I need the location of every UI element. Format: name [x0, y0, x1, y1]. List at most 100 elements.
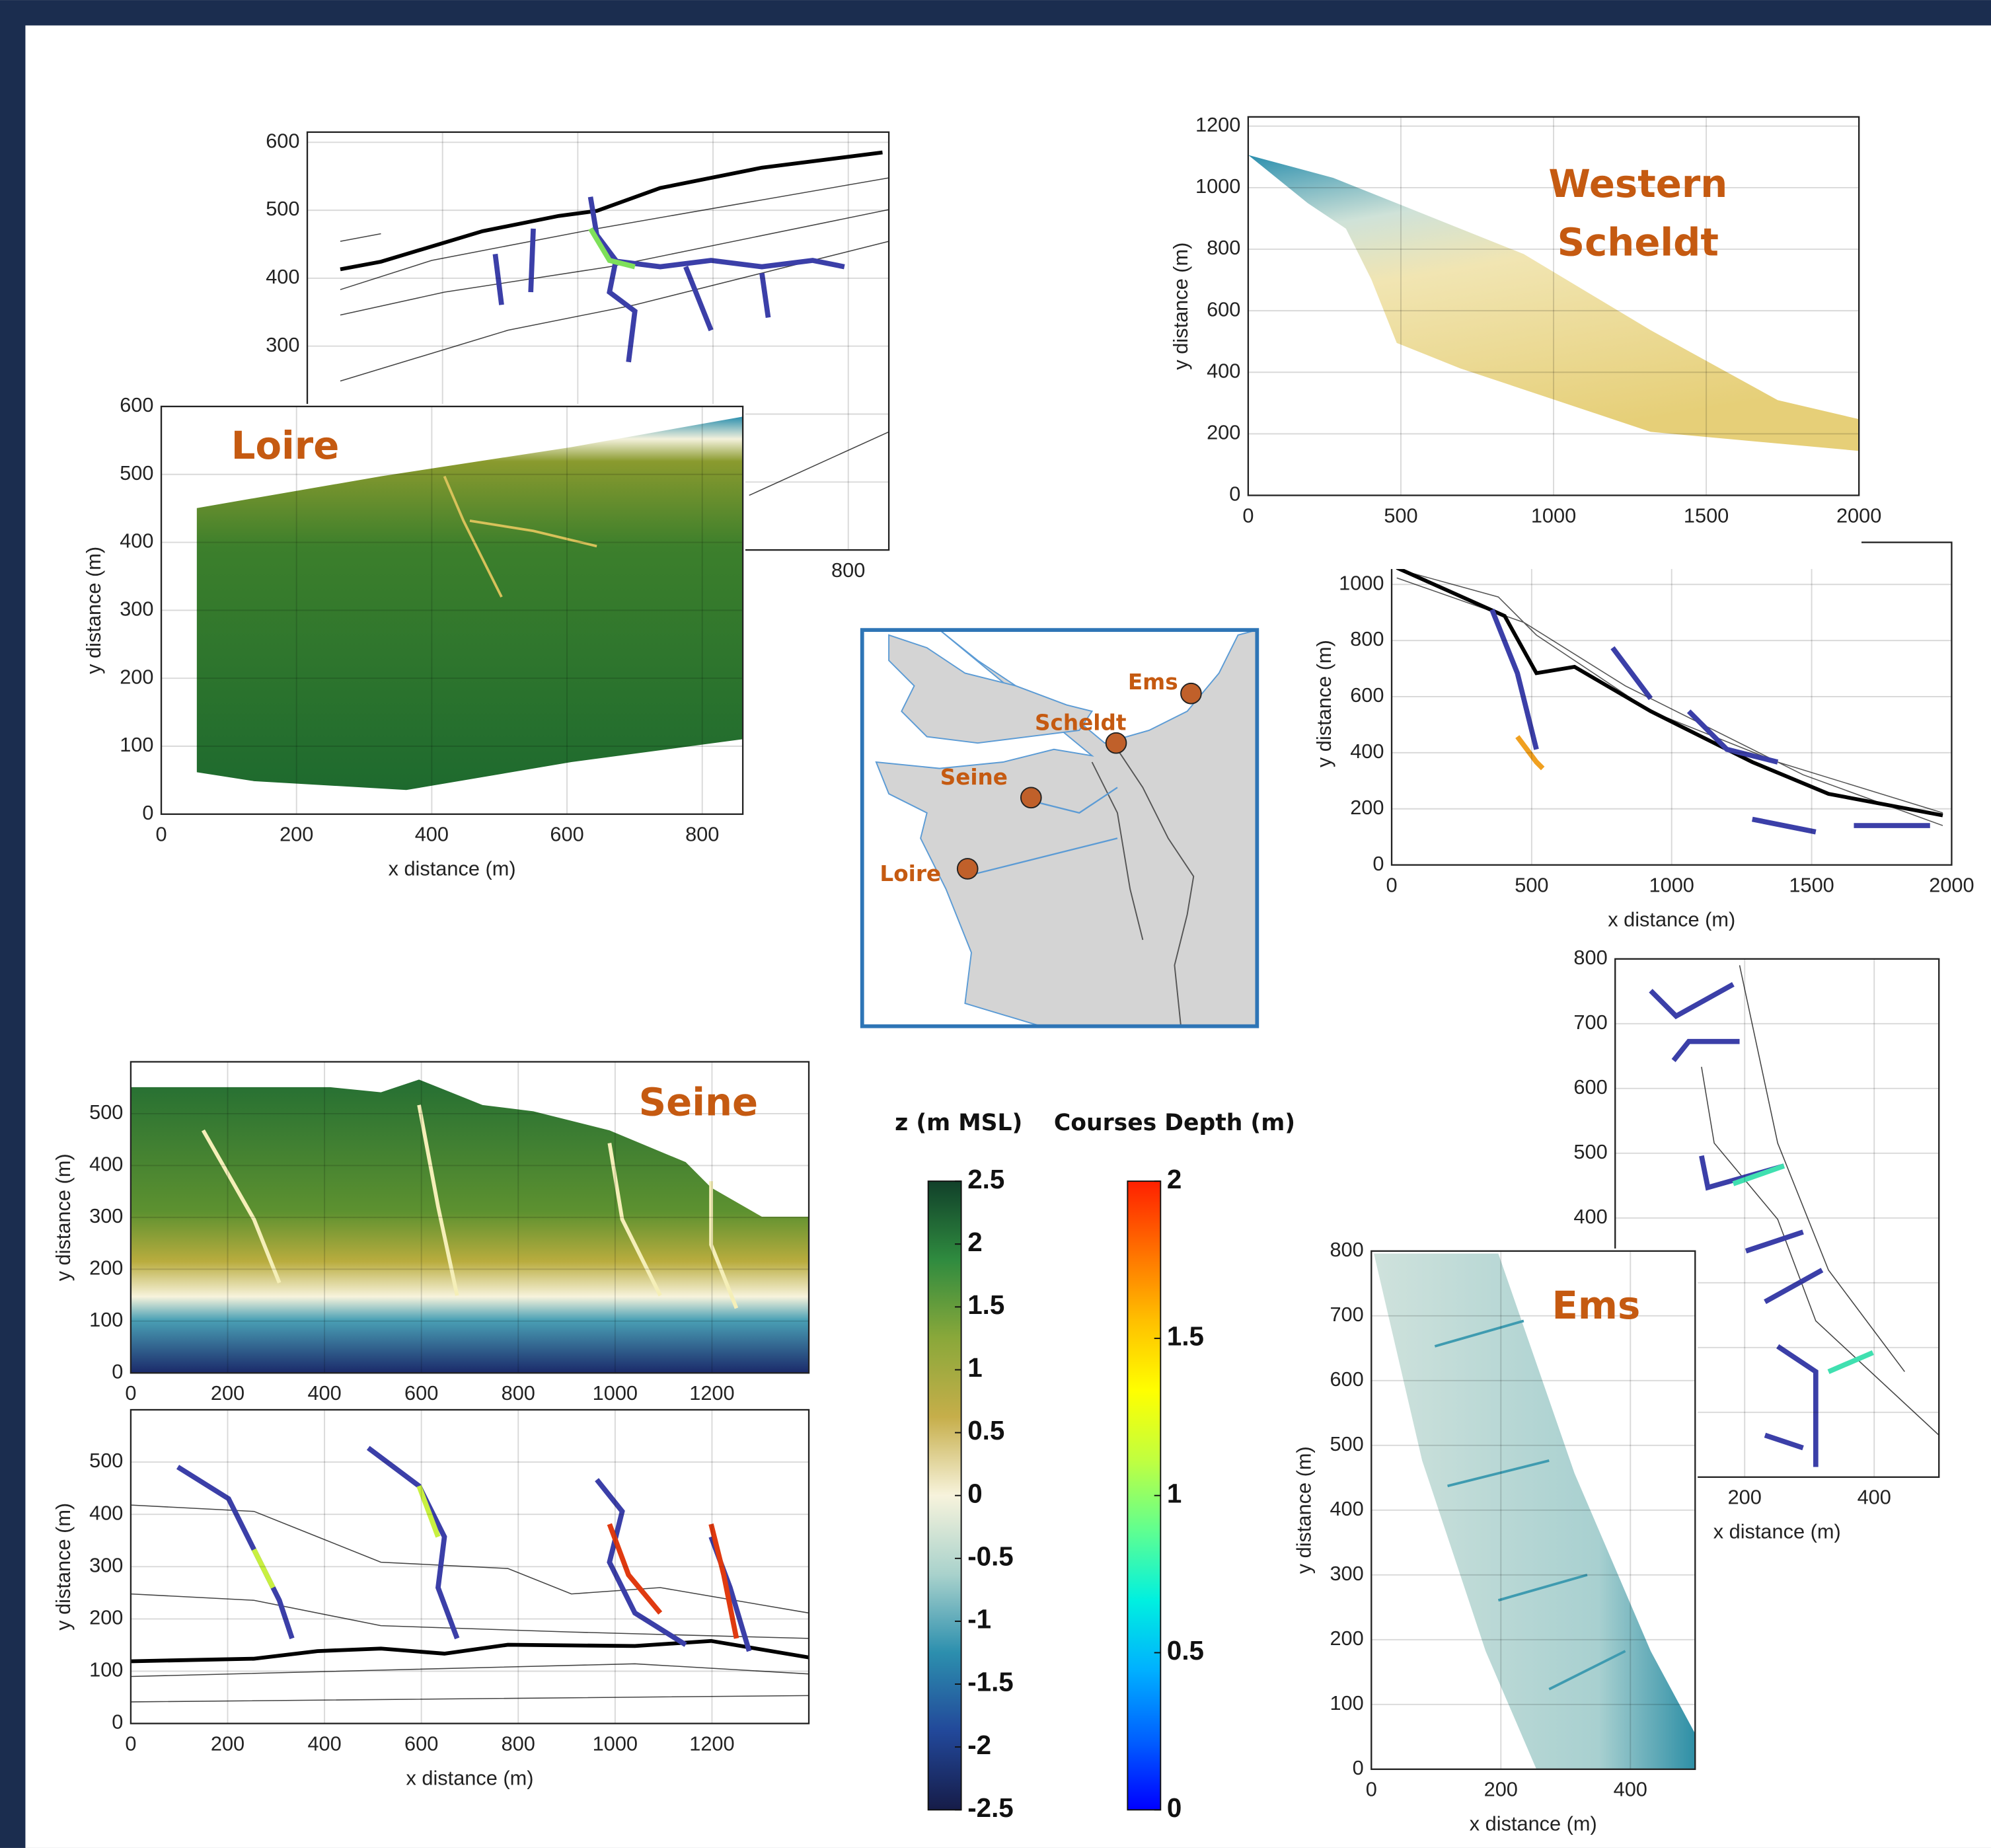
site-marker	[1020, 787, 1042, 809]
x-tick-label: 600	[550, 823, 583, 846]
x-axis-label: x distance (m)	[389, 857, 516, 880]
colorbar-tick-label: -1	[967, 1604, 991, 1635]
x-tick-label: 200	[211, 1381, 244, 1405]
colorbar-label: z (m MSL)	[895, 1110, 1022, 1136]
y-tick-label: 500	[266, 197, 299, 220]
colorbar-panel: 2 1.5 1 0.5 0 Courses Depth (m)	[1054, 1110, 1295, 1823]
x-tick-label: 0	[125, 1732, 136, 1755]
plot-content	[1374, 1253, 1696, 1769]
elevation-map	[201, 1104, 739, 1309]
x-tick-label: 200	[211, 1732, 244, 1755]
x-tick-label: 1500	[1789, 873, 1834, 896]
tracks-panel: 0 500 1000 1500 2000 0 200 400 600 800 1000 x dista…	[1312, 539, 1974, 939]
y-tick-label: 100	[1330, 1691, 1363, 1714]
y-tick-label: 300	[266, 333, 299, 356]
x-tick-label: 1000	[593, 1381, 638, 1405]
axes-bg	[54, 1407, 811, 1798]
y-tick-label: 1000	[1339, 571, 1384, 594]
x-tick-label: 400	[415, 823, 449, 846]
x-tick-label: 400	[1858, 1486, 1891, 1509]
y-tick-label: 1000	[1195, 174, 1240, 198]
x-axis-label: x distance (m)	[1608, 907, 1735, 931]
border	[1091, 749, 1195, 1026]
x-tick-label: 500	[1384, 504, 1417, 527]
y-tick-label: 600	[1573, 1075, 1607, 1098]
x-tick-label: 200	[1484, 1778, 1518, 1801]
colorbar-tick-label: 0.5	[1167, 1635, 1204, 1666]
plot-content	[130, 1445, 809, 1703]
y-tick-label: 200	[120, 665, 153, 688]
colorbar-tick-label: -0.5	[967, 1541, 1014, 1571]
x-axis-label: x distance (m)	[1470, 1812, 1597, 1835]
x-tick-label: 1500	[1684, 504, 1729, 527]
colorbar-tick-label: 0.5	[967, 1415, 1004, 1445]
y-tick-label: 600	[120, 393, 153, 416]
map-panel: 0 200 400 0 100 200 300 400 500 600 700 800 x distan…	[1292, 1238, 1698, 1843]
course-track	[251, 1484, 441, 1589]
colorbar-tick-label: -2.5	[967, 1792, 1014, 1823]
panel-title: Scheldt	[1558, 220, 1719, 265]
panel-title: Western	[1548, 161, 1727, 206]
x-tick-label: 600	[404, 1732, 438, 1755]
site-label: Ems	[1128, 670, 1178, 695]
y-tick-label: 100	[89, 1308, 123, 1331]
colorbar-label: Courses Depth (m)	[1054, 1110, 1295, 1136]
y-tick-label: 200	[1330, 1627, 1363, 1650]
y-tick-label: 0	[1229, 482, 1240, 506]
x-axis-label: x distance (m)	[1713, 1520, 1841, 1543]
y-tick-label: 400	[89, 1501, 123, 1524]
x-tick-label: 1000	[1531, 504, 1576, 527]
colorbar-tick-label: 0	[967, 1478, 982, 1508]
y-tick-label: 400	[120, 529, 153, 553]
site-marker	[1180, 682, 1202, 705]
y-tick-label: 0	[1353, 1756, 1364, 1779]
map-panel: 0 200 400 600 800 1000 1200 0 100 200 300 400 500 y d…	[52, 1059, 811, 1447]
y-axis-label: y distance (m)	[82, 547, 105, 674]
y-tick-label: 400	[1330, 1497, 1363, 1520]
panels: 0200400600800010020030040050060002004006…	[52, 113, 1974, 1843]
panel-title: Loire	[231, 423, 340, 468]
y-tick-label: 200	[89, 1256, 123, 1279]
y-tick-label: 500	[89, 1100, 123, 1124]
site-label: Scheldt	[1035, 710, 1126, 735]
site-label: Loire	[880, 861, 941, 886]
y-tick-label: 600	[1207, 297, 1240, 321]
colorbar-tick-label: 1	[1167, 1478, 1182, 1508]
y-tick-label: 100	[89, 1658, 123, 1681]
x-axis-label: x distance (m)	[406, 1766, 533, 1789]
course-track	[340, 177, 889, 496]
site-marker	[1105, 732, 1127, 754]
y-axis-label: y distance (m)	[1169, 243, 1192, 370]
axes-bg	[1315, 539, 1955, 939]
course-track	[130, 1504, 809, 1703]
x-tick-label: 600	[404, 1381, 438, 1405]
plot-content	[1396, 566, 1943, 835]
y-tick-label: 500	[1330, 1432, 1363, 1455]
course-track	[1649, 982, 1824, 1467]
river	[965, 787, 1118, 878]
colorbar-tick-label: 1.5	[1167, 1321, 1204, 1352]
plot-content	[196, 416, 743, 790]
axes-box	[130, 1061, 810, 1374]
axes-box	[1371, 1250, 1696, 1770]
y-tick-label: 300	[89, 1204, 123, 1227]
map-border	[860, 628, 1259, 1028]
colorbar-tick-label: 2	[1167, 1164, 1182, 1194]
x-tick-label: 500	[1515, 873, 1548, 896]
x-tick-label: 1200	[689, 1732, 734, 1755]
plot-content	[340, 150, 889, 496]
y-tick-label: 400	[1573, 1205, 1607, 1228]
elevation-map	[1374, 1253, 1696, 1769]
elevation-map	[1248, 155, 1860, 451]
plot-content	[1649, 965, 1939, 1467]
y-tick-label: 800	[1350, 627, 1384, 650]
y-tick-label: 300	[120, 597, 153, 621]
y-tick-label: 0	[112, 1360, 123, 1383]
land	[888, 634, 1094, 744]
axes-box	[130, 1408, 810, 1724]
x-tick-label: 800	[685, 823, 719, 846]
y-tick-label: 700	[1330, 1303, 1363, 1326]
x-tick-label: 0	[125, 1381, 136, 1405]
y-tick-label: 200	[1207, 420, 1240, 443]
